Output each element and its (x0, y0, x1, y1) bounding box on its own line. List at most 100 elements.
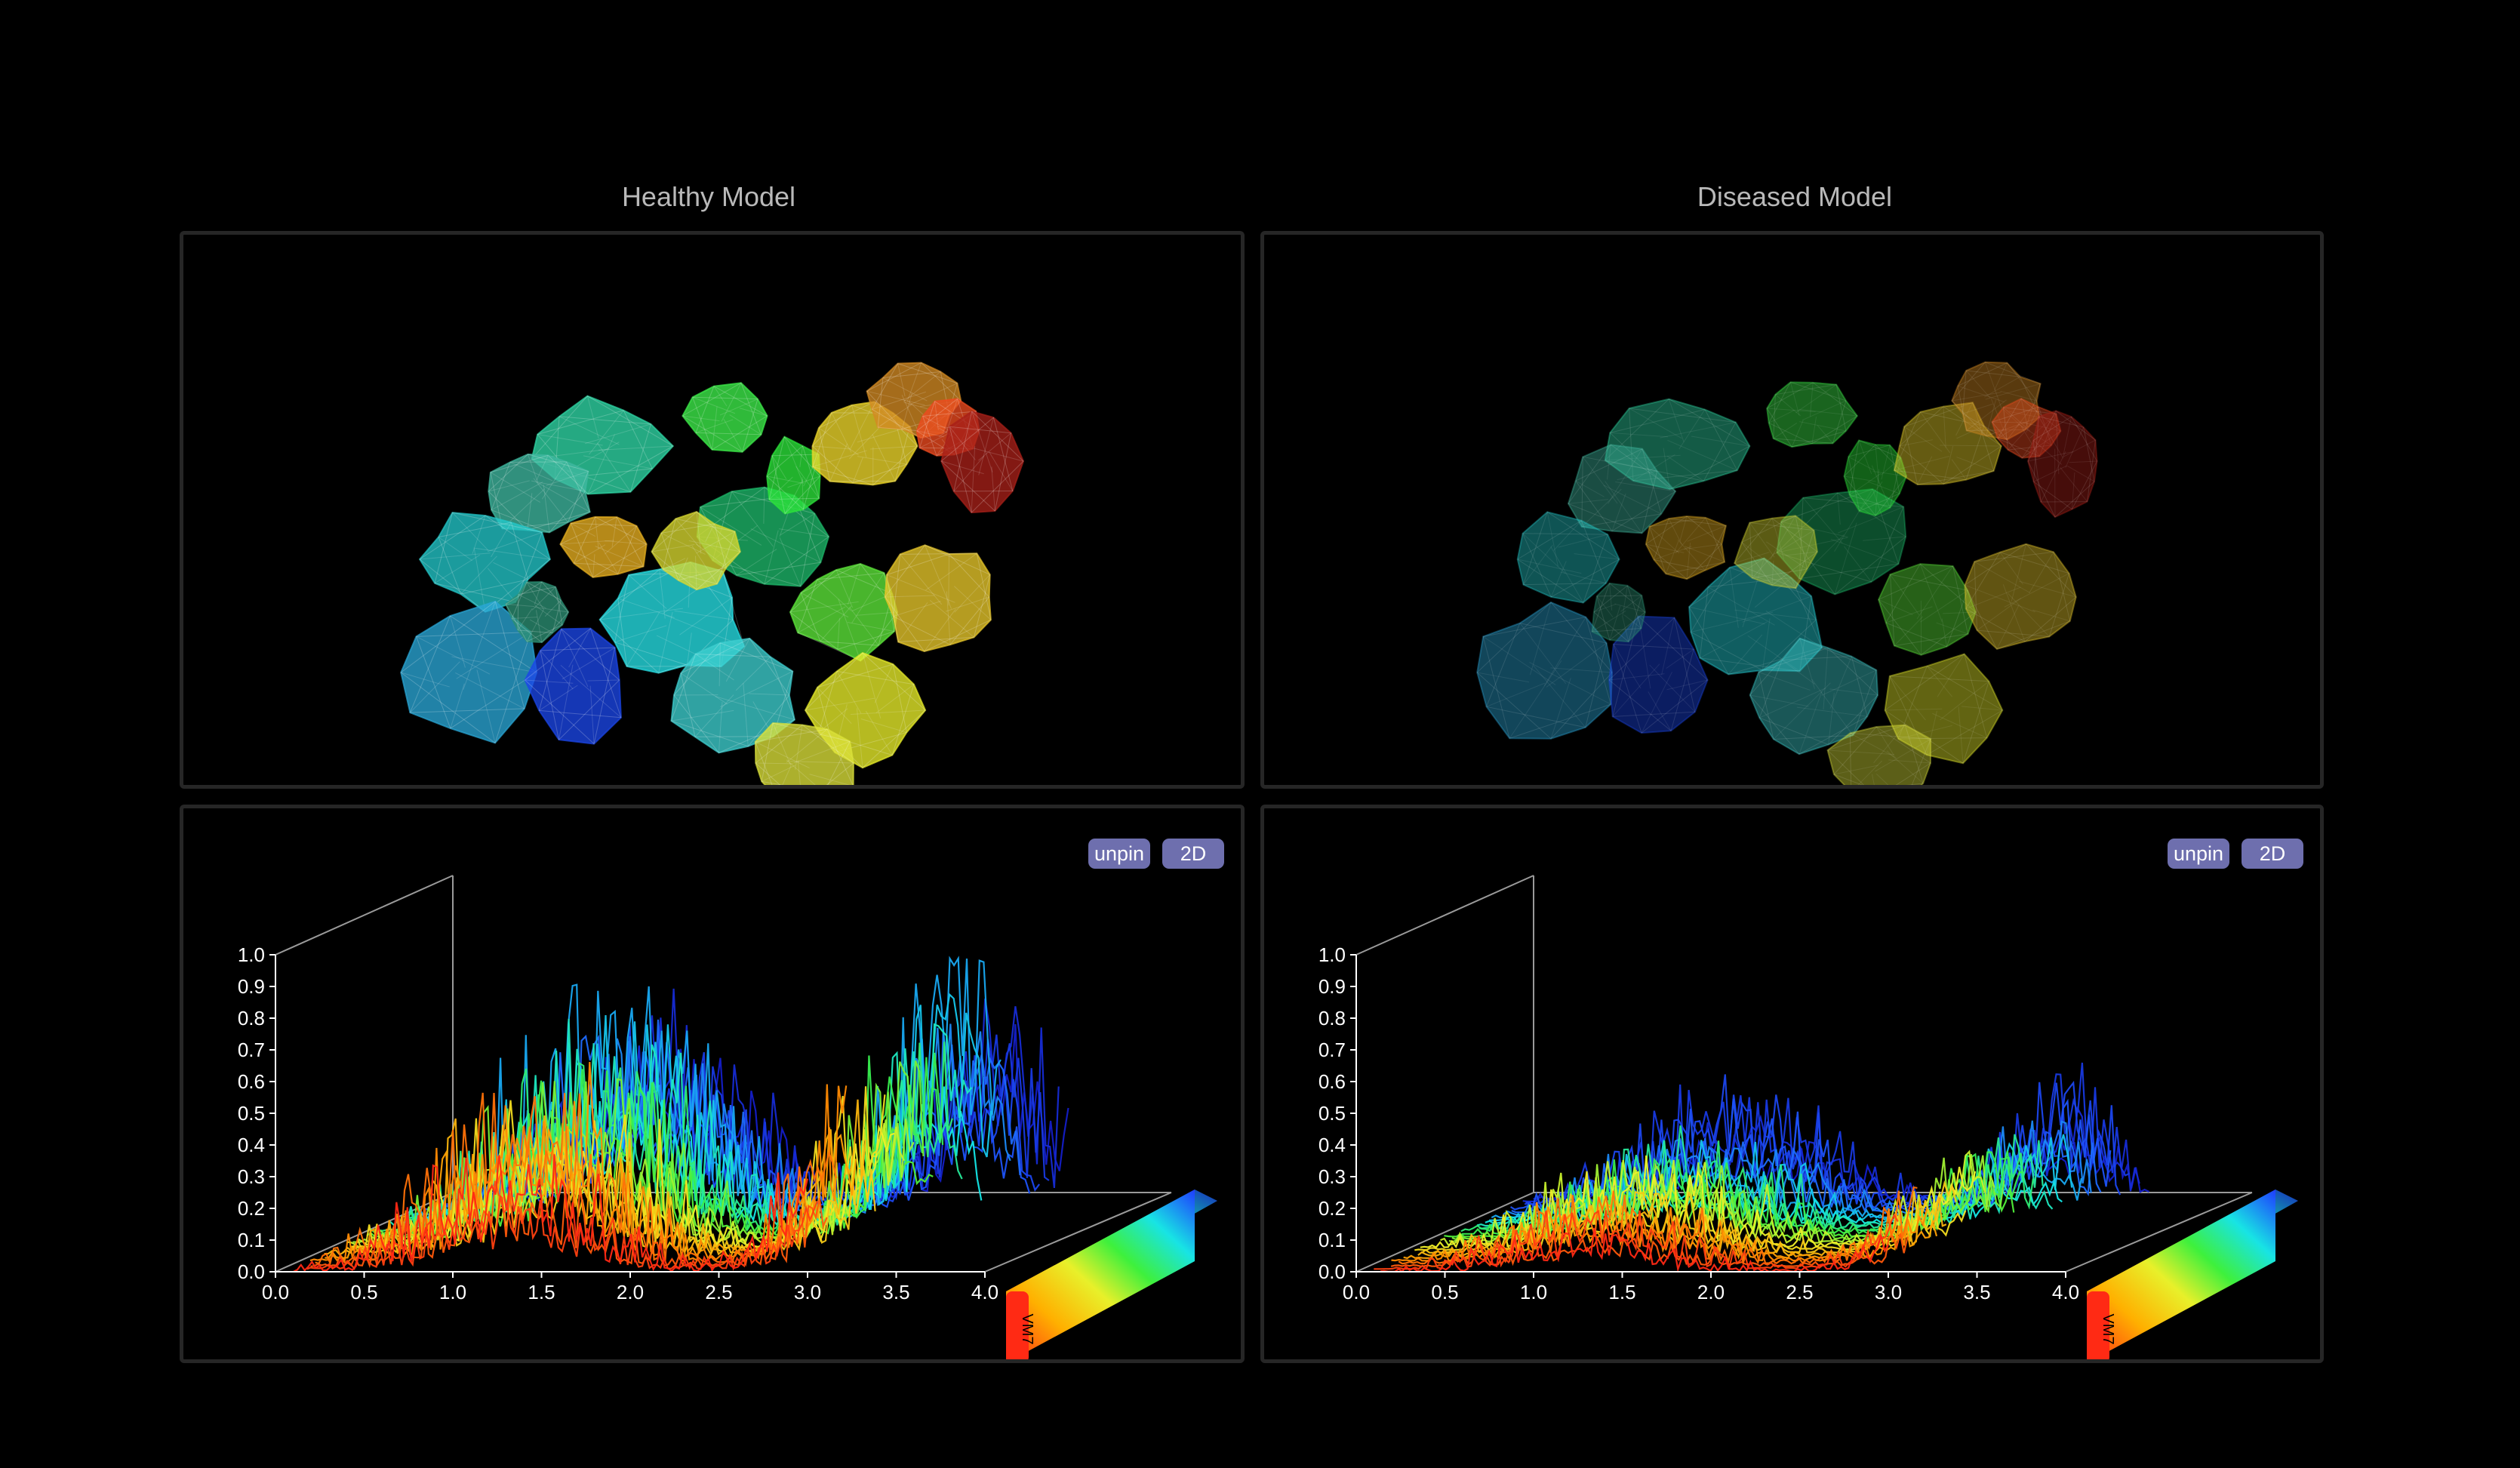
mesh-edge (1996, 605, 2020, 650)
mesh-edge (587, 679, 620, 682)
mesh-edge (1872, 488, 1900, 565)
mesh-edge (586, 395, 599, 439)
mesh-edge (1771, 518, 1785, 559)
mesh-edge (560, 516, 617, 545)
mesh-edge (835, 569, 854, 608)
x-tick-label: 2.0 (617, 1281, 644, 1303)
mesh-edge (971, 411, 993, 472)
mesh-edge (1482, 636, 1510, 739)
mesh-edge (2026, 543, 2077, 598)
mesh-edge (1961, 706, 2003, 711)
x-tick-label: 2.5 (1786, 1281, 1813, 1303)
mesh-edge (526, 609, 544, 642)
mesh-edge (1974, 551, 2054, 562)
mesh-edge (419, 559, 486, 613)
mesh-edge (862, 652, 882, 719)
cell-mesh (1567, 444, 1677, 534)
mesh-edge (1626, 585, 1642, 629)
mesh-edge (663, 519, 676, 570)
mesh-edge (2020, 399, 2028, 428)
mesh-edge (1789, 382, 1800, 416)
mesh-edge (571, 522, 596, 537)
mesh-edge (1906, 783, 1924, 785)
diseased-mesh-canvas[interactable] (1264, 235, 2320, 785)
mesh-edge (1629, 408, 1682, 439)
mesh-edge (812, 450, 867, 467)
mesh-edge (617, 598, 675, 618)
mesh-edge (1759, 717, 1829, 745)
mesh-edge (800, 563, 861, 593)
diseased-unpin-button[interactable]: unpin (2168, 839, 2229, 869)
mesh-edge (886, 574, 955, 603)
mesh-edge (1977, 598, 2022, 631)
mesh-edge (872, 445, 918, 485)
mesh-edge (1519, 623, 1607, 644)
mesh-edge (1764, 558, 1817, 620)
mesh-edge (517, 608, 533, 631)
mesh-edge (829, 443, 848, 482)
healthy-mesh-canvas[interactable] (183, 235, 1241, 785)
mesh-edge (886, 553, 949, 576)
mesh-edge (529, 619, 553, 634)
mesh-edge (1550, 672, 1613, 740)
mesh-edge (1992, 421, 2028, 423)
mesh-edge (2019, 580, 2076, 598)
mesh-edge (1859, 481, 1883, 512)
mesh-edge (1911, 738, 1931, 785)
mesh-edge (1885, 563, 1921, 623)
mesh-edge (1704, 409, 1738, 471)
mesh-edge (416, 636, 491, 675)
healthy-3d-mesh-viewer[interactable] (180, 231, 1245, 789)
mesh-edge (1799, 563, 1899, 580)
healthy-trace-chart[interactable]: 0.0 0.1 0.2 0.3 0.4 0.5 0.6 0.7 0.8 0.9 1.0 0.0 0.5 1… (183, 808, 1241, 1359)
mesh-edge (695, 419, 734, 433)
mesh-edge (1641, 672, 1672, 734)
x-tick-label: 2.5 (705, 1281, 732, 1303)
mesh-edge (797, 760, 801, 785)
mesh-edge (1992, 406, 2039, 423)
mesh-edge (1592, 610, 1626, 632)
mesh-edge (558, 416, 651, 425)
mesh-edge (851, 572, 885, 623)
mesh-edge (919, 432, 952, 448)
mesh-edge (570, 523, 594, 578)
mesh-edge (1951, 400, 1987, 436)
mesh-edge (490, 472, 541, 503)
healthy-trace-chart-panel[interactable]: 0.0 0.1 0.2 0.3 0.4 0.5 0.6 0.7 0.8 0.9 1.0 0.0 0.5 1… (180, 805, 1245, 1363)
healthy-2d-button[interactable]: 2D (1162, 839, 1224, 869)
mesh-edge (874, 663, 894, 703)
mesh-edge (1943, 406, 1946, 448)
mesh-edge (1766, 382, 1814, 409)
diseased-trace-chart[interactable]: 0.0 0.1 0.2 0.3 0.4 0.5 0.6 0.7 0.8 0.9 1.0 0.0 0.5 1… (1264, 808, 2320, 1359)
mesh-edge (1943, 611, 1976, 614)
mesh-edge (1903, 426, 1943, 452)
mesh-edge (678, 557, 688, 581)
y-tick-label: 0.3 (238, 1165, 265, 1188)
mesh-edge (1985, 383, 2041, 400)
mesh-edge (1871, 774, 1875, 785)
mesh-edge (1608, 448, 1643, 504)
mesh-edge (1872, 471, 1907, 477)
diseased-trace-chart-panel[interactable]: 0.0 0.1 0.2 0.3 0.4 0.5 0.6 0.7 0.8 0.9 1.0 0.0 0.5 1… (1260, 805, 2324, 1363)
mesh-edge (817, 572, 885, 580)
diseased-2d-button[interactable]: 2D (2242, 839, 2303, 869)
mesh-edge (1802, 497, 1904, 508)
mesh-edge (1796, 706, 1868, 717)
mesh-edge (1759, 688, 1826, 719)
mesh-edge (660, 532, 706, 555)
mesh-edge (1999, 552, 2069, 574)
mesh-edge (903, 371, 941, 402)
mesh-edge (695, 653, 771, 657)
diseased-model-title: Diseased Model (1697, 181, 1893, 212)
mesh-edge (795, 725, 803, 770)
healthy-unpin-button[interactable]: unpin (1088, 839, 1150, 869)
diseased-3d-mesh-viewer[interactable] (1260, 231, 2324, 789)
mesh-edge (1849, 440, 1860, 495)
mesh-edge (793, 740, 851, 764)
mesh-edge (2040, 451, 2066, 503)
mesh-edge (410, 708, 525, 713)
mesh-edge (536, 455, 549, 481)
mesh-edge (616, 516, 645, 567)
mesh-edge (826, 762, 854, 785)
mesh-edge (941, 460, 984, 475)
